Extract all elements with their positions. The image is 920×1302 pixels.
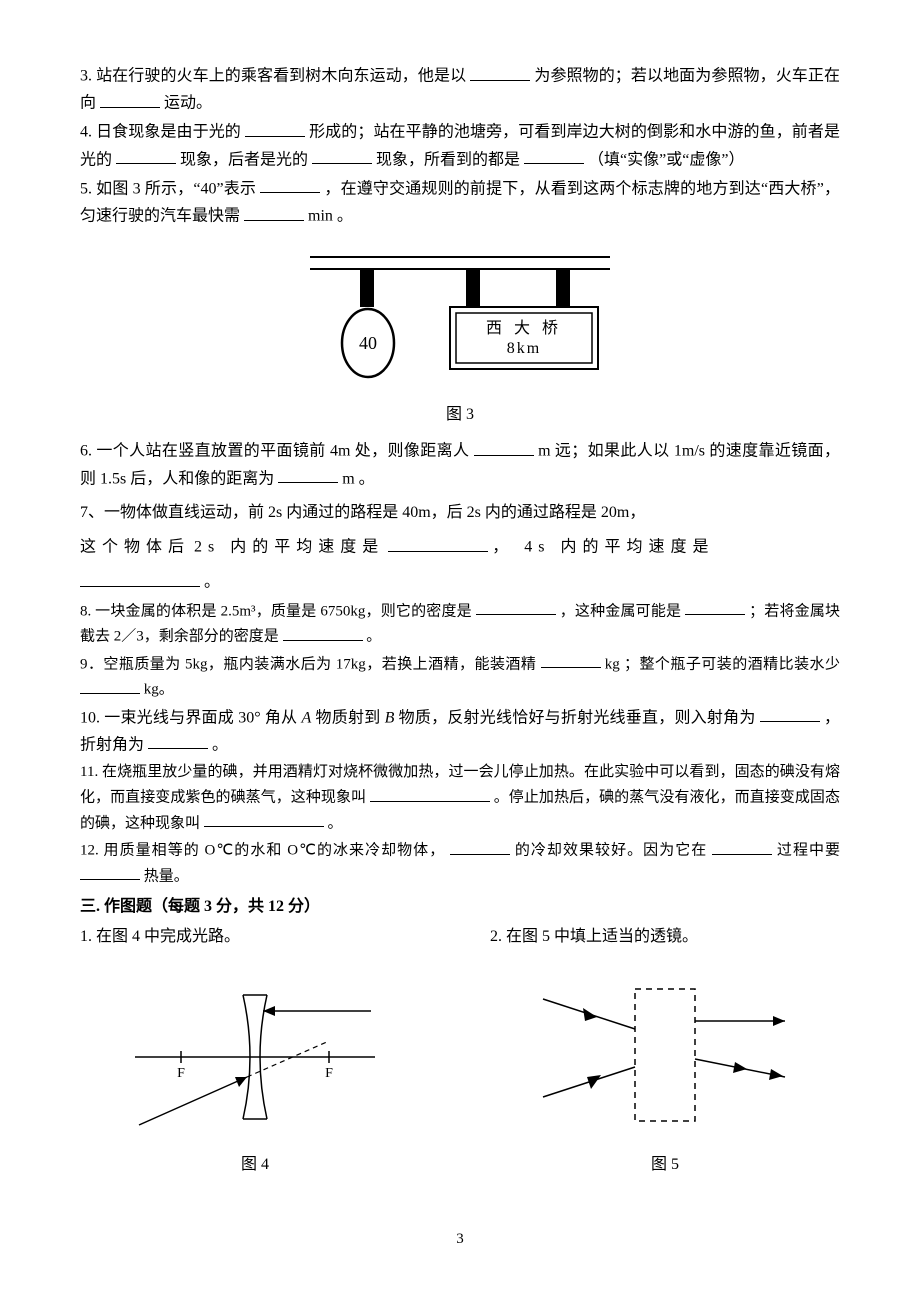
- figure-3: 40 西 大 桥 8km: [80, 245, 840, 394]
- question-12: 12. 用质量相等的 O℃的水和 O℃的冰来冷却物体， 的冷却效果较好。因为它在…: [80, 837, 840, 888]
- q9-text-2: kg ；整个瓶子可装的酒精比装水少: [605, 656, 840, 672]
- figure-5-caption: 图 5: [490, 1152, 840, 1178]
- q7-blank-2[interactable]: [80, 568, 200, 587]
- q8-text-4: 。: [366, 629, 381, 645]
- figure-5-svg: [535, 977, 795, 1137]
- drawing-prompt-1: 1. 在图 4 中完成光路。: [80, 924, 430, 950]
- q11-text-3: 。: [328, 815, 343, 831]
- q7-text-2b: 2s 内的平均速度是: [194, 539, 384, 556]
- q11-blank-1[interactable]: [370, 784, 490, 802]
- q7-blank-1[interactable]: [388, 533, 488, 552]
- question-9: 9．空瓶质量为 5kg，瓶内装满水后为 17kg，若换上酒精，能装酒精 kg ；…: [80, 651, 840, 702]
- q5-text-1: 5. 如图 3 所示，“40”表示: [80, 180, 256, 197]
- q12-blank-1[interactable]: [450, 837, 510, 855]
- section-3-title: 三. 作图题（每题 3 分，共 12 分）: [80, 894, 840, 920]
- figure-4-caption: 图 4: [80, 1152, 430, 1178]
- question-4: 4. 日食现象是由于光的 形成的；站在平静的池塘旁，可看到岸边大树的倒影和水中游…: [80, 118, 840, 172]
- q12-text-4: 热量。: [144, 868, 189, 884]
- q12-text-3: 过程中要: [777, 843, 840, 859]
- q4-text-4: 现象，所看到的都是: [376, 151, 520, 168]
- q7-text-2c: ， 4s 内的平均速度是: [492, 539, 714, 556]
- q4-blank-2[interactable]: [116, 146, 176, 165]
- q3-blank-2[interactable]: [100, 89, 160, 108]
- question-11: 11. 在烧瓶里放少量的碘，并用酒精灯对烧杯微微加热，过一会儿停止加热。在此实验…: [80, 760, 840, 835]
- q4-text-1: 4. 日食现象是由于光的: [80, 124, 241, 141]
- svg-text:F: F: [325, 1066, 333, 1081]
- figures-row: F F 图 4: [80, 977, 840, 1187]
- q11-blank-2[interactable]: [204, 810, 324, 828]
- q12-text-1: 12. 用质量相等的 O℃的水和 O℃的冰来冷却物体，: [80, 843, 445, 859]
- q10-text-1: 10. 一束光线与界面成 30° 角从: [80, 709, 302, 726]
- q4-blank-3[interactable]: [312, 146, 372, 165]
- q8-blank-1[interactable]: [476, 598, 556, 616]
- drawing-prompts-row: 1. 在图 4 中完成光路。 2. 在图 5 中填上适当的透镜。: [80, 924, 840, 950]
- question-7-line1: 7、一物体做直线运动，前 2s 内通过的路程是 40m，后 2s 内的通过路程是…: [80, 500, 840, 526]
- q4-blank-4[interactable]: [524, 146, 584, 165]
- question-10: 10. 一束光线与界面成 30° 角从 A 物质射到 B 物质，反射光线恰好与折…: [80, 704, 840, 758]
- q10-blank-2[interactable]: [148, 731, 208, 750]
- question-5: 5. 如图 3 所示，“40”表示 ，在遵守交通规则的前提下，从看到这两个标志牌…: [80, 175, 840, 229]
- q10-text-3: 物质，反射光线恰好与折射光线垂直，则入射角为: [399, 709, 756, 726]
- q9-blank-1[interactable]: [541, 651, 601, 669]
- q6-blank-1[interactable]: [474, 437, 534, 456]
- figure-3-caption: 图 3: [80, 402, 840, 428]
- q12-text-2: 的冷却效果较好。因为它在: [515, 843, 707, 859]
- question-3: 3. 站在行驶的火车上的乘客看到树木向东运动，他是以 为参照物的；若以地面为参照…: [80, 62, 840, 116]
- q4-text-3: 现象，后者是光的: [180, 151, 308, 168]
- q5-blank-1[interactable]: [260, 175, 320, 194]
- q10-text-2: 物质射到: [316, 709, 385, 726]
- q5-text-3: min 。: [308, 208, 353, 225]
- question-6: 6. 一个人站在竖直放置的平面镜前 4m 处，则像距离人 m 远；如果此人以 1…: [80, 437, 840, 491]
- q7-text-3: 。: [204, 574, 220, 591]
- q6-text-3: m 。: [342, 470, 374, 487]
- question-7-line3: 。: [80, 568, 840, 595]
- q10-A: A: [302, 709, 312, 726]
- speed-sign-text: 40: [359, 333, 377, 353]
- q6-blank-2[interactable]: [278, 465, 338, 484]
- q5-blank-2[interactable]: [244, 202, 304, 221]
- figure-4-svg: F F: [125, 977, 385, 1137]
- q9-blank-2[interactable]: [80, 676, 140, 694]
- q8-blank-2[interactable]: [685, 598, 745, 616]
- q7-text-2a: 这个物体后: [80, 539, 190, 556]
- drawing-prompt-2: 2. 在图 5 中填上适当的透镜。: [490, 924, 840, 950]
- bridge-sign-title: 西 大 桥: [486, 319, 562, 337]
- q8-text-1: 8. 一块金属的体积是 2.5m³，质量是 6750kg，则它的密度是: [80, 603, 472, 619]
- q10-text-5: 。: [212, 736, 228, 753]
- q4-text-5: （填“实像”或“虚像”）: [588, 151, 744, 168]
- page-number: 3: [80, 1227, 840, 1251]
- figure-3-svg: 40 西 大 桥 8km: [300, 245, 620, 385]
- q3-blank-1[interactable]: [470, 62, 530, 81]
- q6-text-1: 6. 一个人站在竖直放置的平面镜前 4m 处，则像距离人: [80, 443, 469, 460]
- bridge-sign-dist: 8km: [507, 340, 541, 357]
- q10-B: B: [385, 709, 395, 726]
- q8-text-2: ，这种金属可能是: [560, 603, 681, 619]
- svg-text:F: F: [177, 1066, 185, 1081]
- q3-text-1: 3. 站在行驶的火车上的乘客看到树木向东运动，他是以: [80, 68, 466, 85]
- q8-blank-3[interactable]: [283, 623, 363, 641]
- q12-blank-2[interactable]: [712, 837, 772, 855]
- q12-blank-3[interactable]: [80, 863, 140, 881]
- q9-text-3: kg。: [144, 682, 174, 698]
- q9-text-1: 9．空瓶质量为 5kg，瓶内装满水后为 17kg，若换上酒精，能装酒精: [80, 656, 536, 672]
- q4-blank-1[interactable]: [245, 118, 305, 137]
- q3-text-3: 运动。: [164, 95, 212, 112]
- question-8: 8. 一块金属的体积是 2.5m³，质量是 6750kg，则它的密度是 ，这种金…: [80, 598, 840, 649]
- q10-blank-1[interactable]: [760, 704, 820, 723]
- question-7-line2: 这个物体后 2s 内的平均速度是 ， 4s 内的平均速度是: [80, 533, 840, 560]
